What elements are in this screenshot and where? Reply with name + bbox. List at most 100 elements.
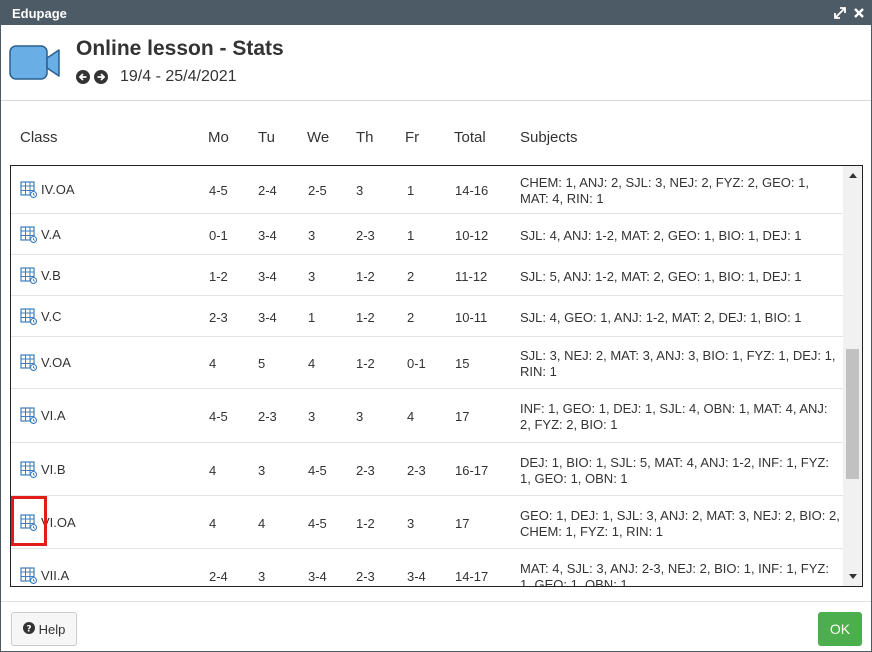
class-cell: V.B [20, 267, 61, 284]
table-row: VI.OA 4 4 4-5 1-2 3 17 GEO: 1, DEJ: 1, SJL: 3, … [11, 496, 843, 549]
subjects-cell: SJL: 3, NEJ: 2, MAT: 3, ANJ: 3, BIO: 1, … [520, 348, 836, 379]
total-cell: 11-12 [455, 269, 488, 284]
fr-cell: 1 [407, 228, 415, 243]
total-cell: 10-12 [455, 228, 489, 243]
we-cell: 1 [308, 310, 316, 325]
tu-cell: 3 [258, 569, 266, 584]
th-cell: 2-3 [356, 463, 375, 478]
table-row: V.OA 4 5 4 1-2 0-1 15 SJL: 3, NEJ: 2, MAT: 3, A… [11, 337, 843, 389]
close-icon[interactable] [853, 7, 865, 19]
timetable-icon[interactable] [20, 514, 37, 531]
page-title: Online lesson - Stats [76, 37, 284, 60]
timetable-icon[interactable] [20, 407, 37, 424]
th-cell: 3 [356, 183, 364, 198]
total-cell: 17 [455, 516, 470, 531]
class-name: V.A [41, 227, 61, 242]
total-cell: 10-11 [455, 310, 488, 325]
previous-week-icon[interactable] [76, 70, 90, 84]
mo-cell: 4 [209, 516, 217, 531]
tu-cell: 3-4 [258, 310, 277, 325]
question-circle-icon: ? [22, 621, 35, 637]
timetable-icon[interactable] [20, 267, 37, 284]
we-cell: 3 [308, 269, 316, 284]
scroll-up-icon[interactable] [843, 168, 862, 182]
class-cell: VI.B [20, 461, 66, 478]
mo-cell: 4 [209, 356, 217, 371]
dialog-header: Online lesson - Stats 19/4 - 25/4/2021 [1, 25, 871, 101]
mo-cell: 4-5 [209, 409, 228, 424]
mo-cell: 1-2 [209, 269, 228, 284]
table-row: VI.A 4-5 2-3 3 3 4 17 INF: 1, GEO: 1, DEJ: 1, S… [11, 389, 843, 443]
mo-cell: 0-1 [209, 228, 228, 243]
ok-button[interactable]: OK [818, 612, 862, 646]
timetable-icon[interactable] [20, 308, 37, 325]
class-name: V.B [41, 268, 61, 283]
timetable-icon[interactable] [20, 567, 37, 584]
fr-cell: 2 [407, 310, 415, 325]
column-header-class: Class [20, 129, 58, 146]
column-header-we: We [307, 129, 330, 146]
class-name: VI.A [41, 408, 66, 423]
subjects-cell: DEJ: 1, BIO: 1, SJL: 5, MAT: 4, ANJ: 1-2… [520, 455, 829, 486]
column-header-subjects: Subjects [520, 129, 578, 146]
class-cell: VI.OA [20, 514, 76, 531]
title-bar: Edupage [1, 1, 871, 25]
class-name: VI.B [41, 462, 66, 477]
scrollbar-thumb[interactable] [846, 349, 859, 479]
table-row: V.B 1-2 3-4 3 1-2 2 11-12 SJL: 5, ANJ: 1-2, MAT… [11, 255, 843, 296]
maximize-icon[interactable] [834, 7, 846, 19]
column-header-total: Total [454, 129, 486, 146]
th-cell: 2-3 [356, 228, 375, 243]
table-row: VII.A 2-4 3 3-4 2-3 3-4 14-17 MAT: 4, SJL: 3, A… [11, 549, 843, 587]
stats-table[interactable]: IV.OA 4-5 2-4 2-5 3 1 14-16 CHEM: 1, ANJ: 2, SJ… [10, 165, 863, 587]
column-header-mo: Mo [208, 129, 229, 146]
mo-cell: 2-4 [209, 569, 228, 584]
video-camera-icon [9, 45, 61, 84]
we-cell: 3-4 [308, 569, 327, 584]
class-name: IV.OA [41, 182, 75, 197]
class-name: V.C [41, 309, 62, 324]
we-cell: 4-5 [308, 516, 327, 531]
mo-cell: 4 [209, 463, 217, 478]
th-cell: 3 [356, 409, 364, 424]
class-cell: V.A [20, 226, 61, 243]
column-header-tu: Tu [258, 129, 275, 146]
date-range: 19/4 - 25/4/2021 [120, 68, 237, 85]
we-cell: 2-5 [308, 183, 327, 198]
we-cell: 3 [308, 228, 316, 243]
table-row: VI.B 4 3 4-5 2-3 2-3 16-17 DEJ: 1, BIO: 1, SJL:… [11, 443, 843, 496]
th-cell: 2-3 [356, 569, 375, 584]
class-cell: V.OA [20, 354, 71, 371]
window-controls [834, 7, 865, 19]
timetable-icon[interactable] [20, 226, 37, 243]
total-cell: 14-17 [455, 569, 489, 584]
tu-cell: 2-4 [258, 183, 277, 198]
window-title: Edupage [12, 5, 67, 21]
class-cell: VII.A [20, 567, 69, 584]
timetable-icon[interactable] [20, 181, 37, 198]
class-cell: V.C [20, 308, 61, 325]
we-cell: 4-5 [308, 463, 327, 478]
timetable-icon[interactable] [20, 461, 37, 478]
scroll-down-icon[interactable] [843, 570, 862, 584]
next-week-icon[interactable] [94, 70, 108, 84]
timetable-icon[interactable] [20, 354, 37, 371]
tu-cell: 3-4 [258, 269, 277, 284]
column-header-fr: Fr [405, 129, 420, 146]
class-name: V.OA [41, 355, 71, 370]
tu-cell: 5 [258, 356, 266, 371]
table-row: IV.OA 4-5 2-4 2-5 3 1 14-16 CHEM: 1, ANJ: 2, SJ… [11, 166, 843, 214]
fr-cell: 4 [407, 409, 415, 424]
tu-cell: 3-4 [258, 228, 277, 243]
subjects-cell: CHEM: 1, ANJ: 2, SJL: 3, NEJ: 2, FYZ: 2,… [520, 175, 809, 206]
class-cell: VI.A [20, 407, 66, 424]
total-cell: 15 [455, 356, 470, 371]
subjects-cell: SJL: 4, ANJ: 1-2, MAT: 2, GEO: 1, BIO: 1… [520, 228, 802, 243]
tu-cell: 3 [258, 463, 266, 478]
vertical-scrollbar[interactable] [843, 166, 862, 586]
help-button[interactable]: ? Help [11, 612, 77, 646]
tu-cell: 4 [258, 516, 266, 531]
total-cell: 17 [455, 409, 470, 424]
we-cell: 4 [308, 356, 316, 371]
subjects-cell: MAT: 4, SJL: 3, ANJ: 2-3, NEJ: 2, BIO: 1… [520, 561, 829, 587]
